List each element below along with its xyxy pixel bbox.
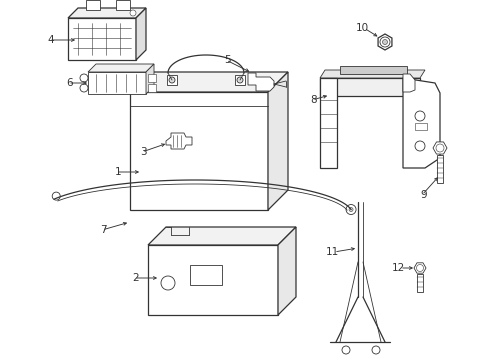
Text: 6: 6 <box>66 78 73 88</box>
Circle shape <box>348 207 352 212</box>
Polygon shape <box>165 133 192 149</box>
Polygon shape <box>88 64 154 72</box>
Polygon shape <box>402 78 439 168</box>
Circle shape <box>130 10 136 16</box>
Circle shape <box>435 144 443 152</box>
Polygon shape <box>339 66 406 74</box>
Polygon shape <box>377 34 391 50</box>
Bar <box>148 74 156 82</box>
Polygon shape <box>402 74 414 92</box>
Circle shape <box>80 74 88 82</box>
Polygon shape <box>267 72 287 210</box>
Bar <box>414 123 426 130</box>
Bar <box>148 84 156 92</box>
Circle shape <box>416 265 423 271</box>
Text: 8: 8 <box>310 95 316 105</box>
Text: 5: 5 <box>224 55 230 65</box>
Polygon shape <box>319 70 424 78</box>
Text: 11: 11 <box>325 247 338 257</box>
Polygon shape <box>319 78 419 96</box>
Circle shape <box>169 77 175 83</box>
Polygon shape <box>319 78 336 168</box>
Bar <box>68 18 136 60</box>
Circle shape <box>382 40 386 45</box>
Polygon shape <box>130 72 287 92</box>
Text: 7: 7 <box>100 225 107 235</box>
Text: 1: 1 <box>114 167 121 177</box>
Text: 9: 9 <box>420 190 426 200</box>
Text: 10: 10 <box>355 23 368 33</box>
Text: 12: 12 <box>391 263 404 273</box>
Bar <box>416 274 422 292</box>
Text: 4: 4 <box>47 35 54 45</box>
Polygon shape <box>413 263 425 273</box>
Bar <box>167 75 177 85</box>
Bar <box>86 0 100 10</box>
Text: 2: 2 <box>132 273 139 283</box>
Polygon shape <box>278 227 295 315</box>
Bar <box>148 245 278 315</box>
Polygon shape <box>68 8 146 18</box>
Circle shape <box>80 84 88 92</box>
Bar <box>130 92 267 210</box>
Circle shape <box>161 276 175 290</box>
Polygon shape <box>247 73 273 91</box>
Circle shape <box>52 192 60 200</box>
Circle shape <box>346 204 355 215</box>
Circle shape <box>237 77 243 83</box>
Bar <box>190 265 222 285</box>
Bar <box>235 75 244 85</box>
Polygon shape <box>148 227 295 245</box>
Circle shape <box>414 111 424 121</box>
Bar <box>436 155 442 183</box>
Polygon shape <box>136 8 146 60</box>
Bar <box>116 0 130 10</box>
Text: 3: 3 <box>140 147 147 157</box>
Circle shape <box>414 141 424 151</box>
Circle shape <box>341 346 349 354</box>
Circle shape <box>379 37 389 47</box>
Polygon shape <box>146 64 154 94</box>
Bar <box>88 72 146 94</box>
Circle shape <box>371 346 379 354</box>
Polygon shape <box>432 142 446 154</box>
